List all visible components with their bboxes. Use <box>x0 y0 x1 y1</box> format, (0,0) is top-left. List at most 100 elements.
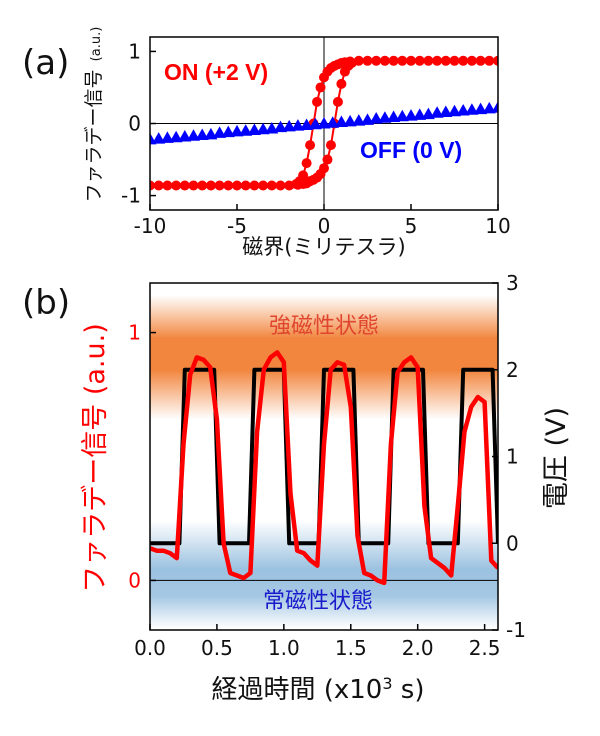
data-point-on-sweep-down <box>432 55 443 66</box>
legend-off: OFF (0 V) <box>360 137 462 163</box>
data-point-on-sweep-down <box>466 55 477 66</box>
chart-panel-a: (a) -10 -5 0 5 10-101 ON (+2 V) OFF (0 V) 磁界… <box>22 27 511 259</box>
y-axis-unit-a: (a.u.) <box>89 27 104 62</box>
data-point-off <box>448 104 461 117</box>
data-point-off <box>300 118 314 130</box>
band-label-ferro: 強磁性状態 <box>269 314 379 339</box>
data-point-on-sweep-up <box>232 180 242 191</box>
data-point-off <box>160 131 174 143</box>
band-paramagnetic <box>150 520 498 629</box>
data-point-off <box>239 124 253 136</box>
data-point-on-sweep-down <box>312 96 323 107</box>
data-point-off <box>491 101 498 113</box>
data-point-off <box>482 101 496 114</box>
x-axis-label-b: 経過時間 (x103 s) <box>211 674 424 706</box>
x-tick-label-a: -10 <box>134 214 167 238</box>
data-point-off <box>195 128 209 141</box>
chart-panel-b: (b) 0.0 0.5 1.0 1.5 2.0 2.5 0 1 -1 0 1 2 3 強磁性状態 常磁性… <box>22 271 572 705</box>
series-line-faraday <box>150 350 498 586</box>
x-axis-label-a: 磁界(ミリテスラ) <box>242 235 405 259</box>
data-point-off <box>430 106 444 118</box>
data-point-on-sweep-up <box>258 180 269 191</box>
y-axis-label-a: ファラデー信号 <box>83 69 105 202</box>
data-point-on-sweep-up <box>214 180 225 191</box>
data-point-off <box>456 104 470 116</box>
data-point-on-sweep-up <box>322 154 333 165</box>
data-point-on-sweep-down <box>319 72 329 83</box>
data-point-off <box>187 129 200 141</box>
x-tick-label-b: 2.0 <box>402 636 434 660</box>
data-point-on-sweep-up <box>197 180 208 191</box>
data-point-off <box>387 110 401 123</box>
x-tick-label-a: 5 <box>405 214 418 238</box>
data-point-on-sweep-down <box>301 158 312 169</box>
data-point-on-sweep-down <box>414 55 425 66</box>
data-point-on-sweep-down <box>388 55 399 66</box>
data-point-off <box>230 124 244 137</box>
state-bands <box>150 295 498 629</box>
data-point-on-sweep-up <box>179 180 190 191</box>
data-point-off <box>152 132 166 144</box>
data-point-off <box>308 117 322 130</box>
ticks-b: 0.0 0.5 1.0 1.5 2.0 2.5 0 1 -1 0 1 2 3 <box>128 271 526 660</box>
y-axis-label-b-right: 電圧 (V) <box>541 407 572 509</box>
data-point-off <box>213 126 227 138</box>
x-tick-label-b: 0.0 <box>134 636 166 660</box>
data-point-off <box>395 109 409 122</box>
data-point-on-sweep-down <box>440 55 451 66</box>
data-point-off <box>404 109 418 121</box>
plot-area-b <box>150 350 498 586</box>
x-tick-label-a: 10 <box>485 214 510 238</box>
data-point-on-sweep-down <box>423 55 434 66</box>
data-point-off <box>256 122 270 135</box>
data-point-on-sweep-up <box>240 180 251 191</box>
y-tick-label-b-right: 2 <box>506 358 519 382</box>
data-point-on-sweep-down <box>449 55 460 66</box>
data-point-on-sweep-up <box>188 180 199 191</box>
data-point-off <box>439 105 453 117</box>
data-point-off <box>334 115 348 128</box>
data-point-on-sweep-down <box>315 82 326 93</box>
data-point-off <box>352 114 366 126</box>
data-point-on-sweep-up <box>249 180 260 191</box>
y-tick-label-a: 1 <box>128 39 141 63</box>
data-point-on-sweep-up <box>325 140 336 151</box>
data-point-on-sweep-up <box>223 180 234 191</box>
data-point-on-sweep-down <box>458 55 469 66</box>
data-point-off <box>221 125 235 138</box>
data-point-on-sweep-up <box>336 78 347 89</box>
data-point-on-sweep-up <box>171 180 182 191</box>
data-point-on-sweep-down <box>362 55 373 66</box>
data-point-on-sweep-down <box>291 179 302 190</box>
data-point-off <box>413 108 427 120</box>
data-point-off <box>247 123 261 135</box>
data-point-off <box>291 119 305 131</box>
data-point-off <box>274 120 287 133</box>
data-point-off <box>178 129 192 142</box>
y-tick-label-a: 0 <box>128 112 141 136</box>
y-tick-label-b-right: 1 <box>506 445 519 469</box>
data-point-on-sweep-down <box>305 140 316 151</box>
data-point-off <box>369 111 383 124</box>
data-point-on-sweep-down <box>475 55 486 66</box>
x-tick-label-b: 2.5 <box>469 636 501 660</box>
data-point-off <box>474 102 488 115</box>
data-point-off <box>465 103 479 115</box>
data-point-off <box>343 114 357 127</box>
data-point-on-sweep-up <box>162 180 173 191</box>
data-point-on-sweep-up <box>150 180 155 191</box>
data-point-off <box>317 117 331 129</box>
data-point-on-sweep-up <box>266 180 277 191</box>
x-tick-label-b: 0.5 <box>201 636 233 660</box>
panel-label-b: (b) <box>22 283 70 323</box>
data-point-on-sweep-down <box>406 55 416 66</box>
data-point-on-sweep-down <box>353 55 364 66</box>
data-point-off <box>169 130 183 143</box>
data-point-on-sweep-down <box>371 55 382 66</box>
data-point-on-sweep-up <box>319 163 329 174</box>
y-tick-label-b-left: 1 <box>128 321 141 345</box>
data-point-off <box>282 119 296 132</box>
y-axis-label-b-left: ファラデー信号 (a.u.) <box>80 323 111 592</box>
y-tick-label-a: -1 <box>121 184 141 208</box>
